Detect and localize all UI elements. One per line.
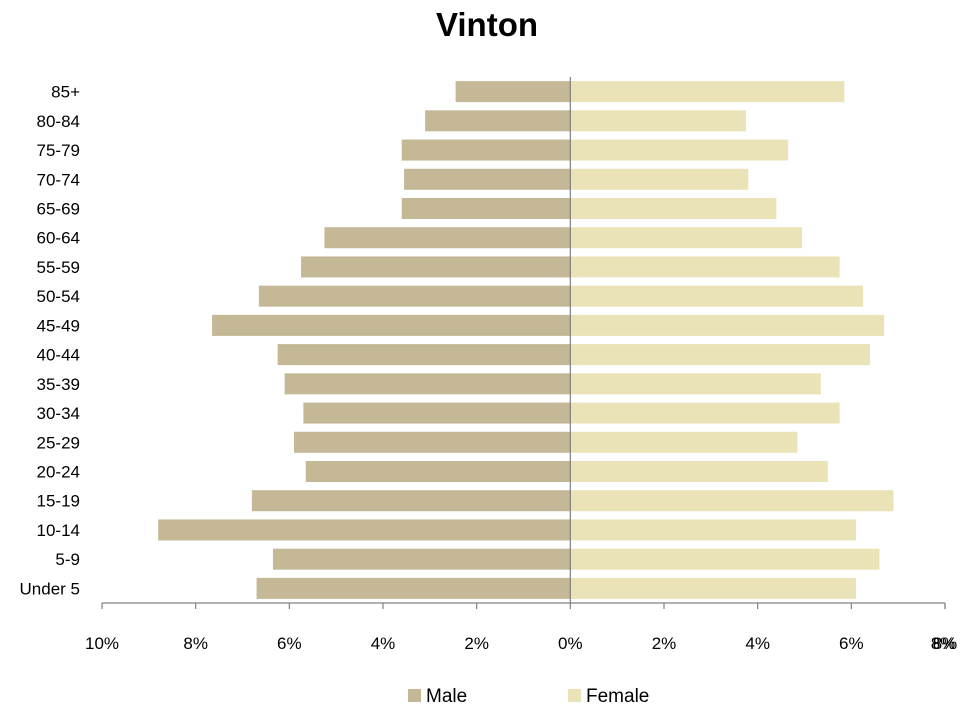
bar-female-35-39 [570,373,821,395]
y-tick-label: 65-69 [37,200,80,219]
bar-male-40-44 [277,344,571,366]
bar-female-45-49 [570,314,885,336]
y-tick-label: 70-74 [37,170,80,189]
bar-male-25-29 [294,431,571,453]
bar-male-75-79 [401,139,571,161]
x-tick-label: 8% [933,634,958,653]
bar-female-70-74 [570,168,749,190]
bar-male-70-74 [404,168,571,190]
bar-female-80-84 [570,110,746,132]
bar-male-85+ [455,81,571,103]
y-tick-label: Under 5 [20,579,80,598]
bar-male-5-9 [272,548,571,570]
legend-label-male: Male [426,686,467,707]
y-tick-label: 60-64 [37,229,80,248]
bar-male-10-14 [158,519,571,541]
bar-female-20-24 [570,460,828,483]
bar-male-35-39 [284,373,571,395]
bar-male-under-5 [256,577,571,599]
bar-male-55-59 [301,256,571,278]
bar-female-30-34 [570,402,840,424]
y-tick-label: 5-9 [55,550,80,569]
x-tick-label: 2% [464,634,489,653]
y-tick-label: 30-34 [37,404,80,423]
bar-female-50-54 [570,285,864,307]
y-tick-label: 10-14 [37,521,80,540]
x-tick-label: 6% [839,634,864,653]
y-tick-label: 20-24 [37,463,80,482]
x-tick-label: 8% [931,634,956,653]
y-tick-label: 25-29 [37,433,80,452]
bar-female-under-5 [570,577,857,599]
bar-female-60-64 [570,227,803,249]
bar-female-5-9 [570,548,880,570]
legend-label-female: Female [586,686,649,707]
bar-male-15-19 [251,490,571,512]
x-tick-label: 6% [277,634,302,653]
x-tick-label: 10% [85,634,119,653]
x-tick-label: 4% [745,634,770,653]
bar-female-55-59 [570,256,840,278]
bar-male-60-64 [324,227,571,249]
x-tick-label: 8% [183,634,208,653]
bar-male-50-54 [258,285,571,307]
y-tick-label: 55-59 [37,258,80,277]
bar-female-85+ [570,81,845,103]
bar-male-45-49 [212,314,571,336]
x-tick-label: 4% [371,634,396,653]
bar-female-10-14 [570,519,857,541]
bar-male-30-34 [303,402,571,424]
legend-swatch-male [408,689,421,702]
y-tick-label: 75-79 [37,141,80,160]
bar-male-80-84 [425,110,571,132]
y-tick-label: 80-84 [37,112,80,131]
y-tick-label: 40-44 [37,346,80,365]
y-tick-label: 50-54 [37,287,80,306]
y-tick-label: 45-49 [37,316,80,335]
y-tick-label: 85+ [51,83,80,102]
bar-female-75-79 [570,139,789,161]
chart-title: Vinton [435,6,539,43]
x-tick-label: 2% [652,634,677,653]
bar-female-40-44 [570,344,871,366]
bar-female-25-29 [570,431,798,453]
bar-male-65-69 [401,197,571,220]
y-tick-label: 35-39 [37,375,80,394]
x-tick-label: 0% [558,634,583,653]
bar-male-20-24 [305,460,571,483]
bar-female-15-19 [570,490,894,512]
y-tick-label: 15-19 [37,492,80,511]
bar-female-65-69 [570,197,777,220]
legend-swatch-female [568,689,581,702]
